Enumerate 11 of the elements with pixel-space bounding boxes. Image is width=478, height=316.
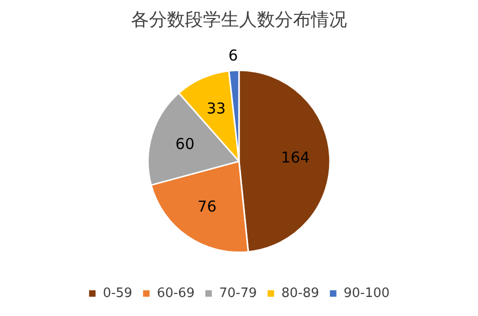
- legend-label: 0-59: [102, 286, 132, 301]
- data-label: 6: [228, 46, 238, 64]
- data-label: 76: [197, 198, 217, 216]
- data-label: 60: [175, 134, 195, 153]
- legend-label: 60-69: [156, 286, 195, 301]
- data-label: 164: [281, 148, 310, 166]
- chart-title: 各分数段学生人数分布情况: [131, 9, 347, 30]
- data-label: 33: [206, 100, 226, 118]
- legend-label: 80-89: [281, 286, 320, 301]
- legend-label: 70-79: [219, 286, 257, 301]
- legend-label: 90-100: [344, 286, 390, 301]
